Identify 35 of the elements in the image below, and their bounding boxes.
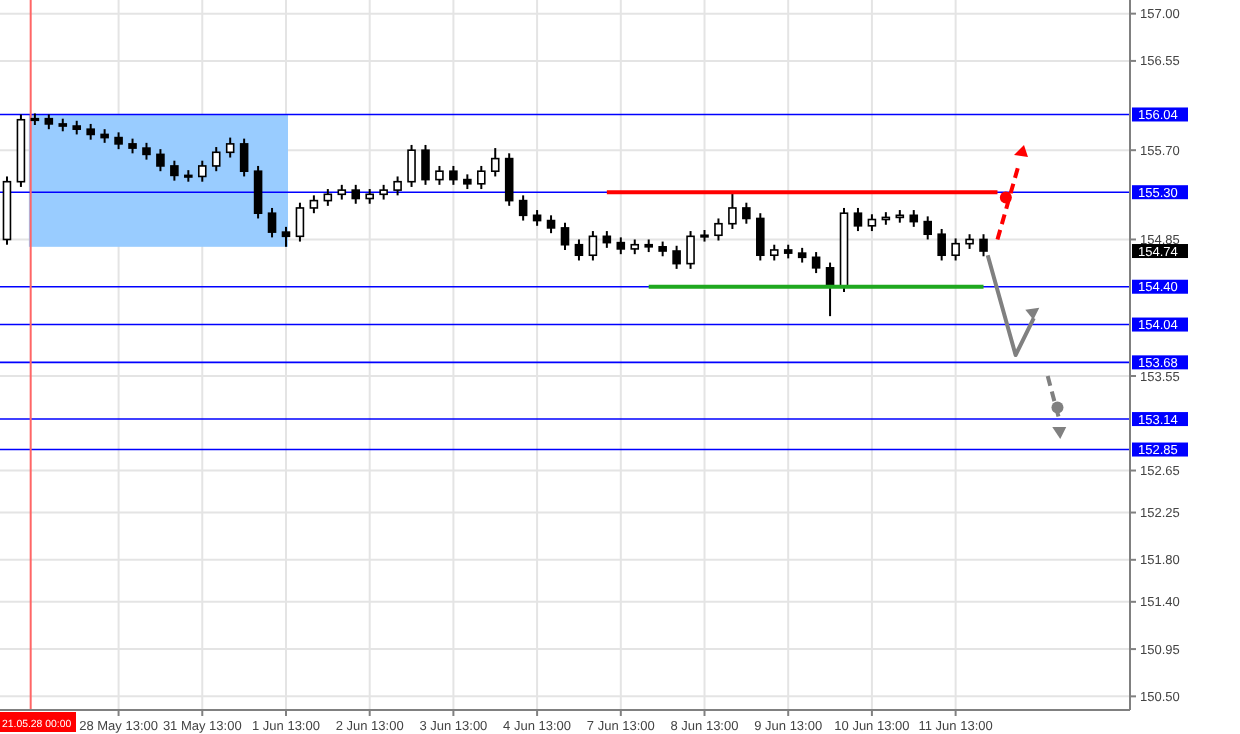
candlestick: [170, 159, 179, 182]
candlestick: [923, 215, 932, 241]
candlestick: [937, 227, 946, 262]
candlestick: [477, 164, 486, 191]
candlestick: [449, 164, 458, 186]
candlestick: [198, 159, 207, 183]
candlestick: [407, 143, 416, 188]
candlestick: [490, 147, 500, 178]
candlestick: [239, 137, 249, 178]
candlestick: [267, 206, 277, 239]
candlestick: [253, 164, 263, 220]
candlestick: [421, 143, 430, 186]
candlestick: [518, 194, 528, 222]
candlestick: [574, 238, 584, 262]
candlestick: [728, 191, 737, 230]
candlestick: [979, 233, 988, 258]
candlestick: [714, 217, 723, 242]
candlestick: [853, 206, 863, 233]
candlestick: [504, 152, 514, 207]
candlestick: [756, 212, 765, 262]
candlestick: [951, 237, 960, 262]
candlestick: [811, 251, 821, 275]
candlestick: [742, 201, 751, 225]
candlestick: [156, 148, 165, 173]
candlestick: [211, 146, 221, 173]
candlestick: [281, 225, 291, 248]
candlestick: [225, 136, 235, 159]
candlestick: [686, 230, 695, 270]
candlestick: [393, 175, 402, 197]
candlestick: [435, 164, 444, 186]
candlestick: [351, 183, 361, 205]
candlestick: [588, 230, 598, 262]
candlestick: [560, 221, 570, 251]
candlestick: [672, 244, 681, 270]
candlestick: [295, 201, 305, 243]
